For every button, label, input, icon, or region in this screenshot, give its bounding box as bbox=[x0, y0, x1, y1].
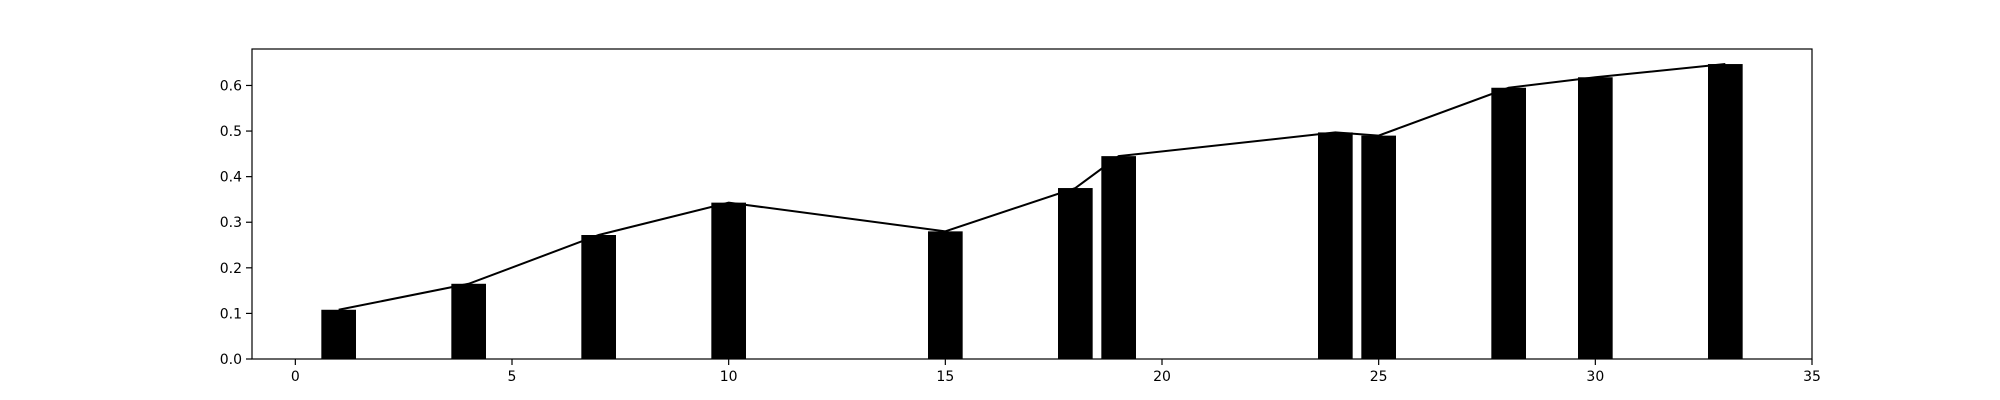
bar-7 bbox=[1318, 132, 1353, 359]
plot-frame bbox=[251, 48, 1813, 360]
y-tick-label-2: 0.2 bbox=[220, 261, 242, 277]
bar-11 bbox=[1708, 64, 1743, 359]
x-tick-label-7: 35 bbox=[1803, 369, 1821, 385]
bar-6 bbox=[1101, 156, 1136, 359]
x-tick-label-0: 0 bbox=[291, 369, 300, 385]
bar-1 bbox=[451, 283, 486, 359]
bar-5 bbox=[1058, 188, 1093, 359]
y-tick-label-4: 0.4 bbox=[220, 170, 242, 186]
x-tick-label-2: 10 bbox=[720, 369, 738, 385]
line-group bbox=[338, 63, 1726, 311]
x-tick-label-6: 30 bbox=[1586, 369, 1604, 385]
bar-9 bbox=[1491, 87, 1526, 359]
y-tick-label-1: 0.1 bbox=[220, 306, 242, 322]
bar-2 bbox=[581, 235, 616, 359]
y-tick-label-6: 0.6 bbox=[220, 78, 242, 94]
bar-4 bbox=[928, 231, 963, 359]
bar-8 bbox=[1361, 135, 1396, 359]
y-tick-label-5: 0.5 bbox=[220, 124, 242, 140]
x-tick-label-3: 15 bbox=[936, 369, 954, 385]
x-tick-label-5: 25 bbox=[1370, 369, 1388, 385]
bar-10 bbox=[1578, 77, 1613, 359]
y-tick-label-0: 0.0 bbox=[220, 352, 242, 368]
x-tick-label-4: 20 bbox=[1153, 369, 1171, 385]
y-tick-label-3: 0.3 bbox=[220, 215, 242, 231]
bar-0 bbox=[321, 309, 356, 359]
y-axis: 0.0 0.1 0.2 0.3 0.4 0.5 0.6 bbox=[220, 78, 252, 368]
bar-3 bbox=[711, 202, 746, 359]
series-line bbox=[338, 63, 1726, 311]
x-tick-label-1: 5 bbox=[508, 369, 517, 385]
bars-group bbox=[321, 64, 1743, 359]
x-axis: 0 5 10 15 20 25 30 35 bbox=[291, 359, 1821, 385]
